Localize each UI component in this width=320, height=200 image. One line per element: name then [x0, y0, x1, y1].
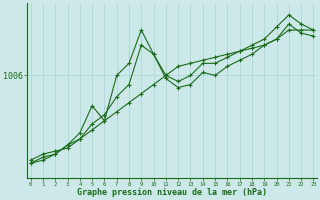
X-axis label: Graphe pression niveau de la mer (hPa): Graphe pression niveau de la mer (hPa): [77, 188, 267, 197]
